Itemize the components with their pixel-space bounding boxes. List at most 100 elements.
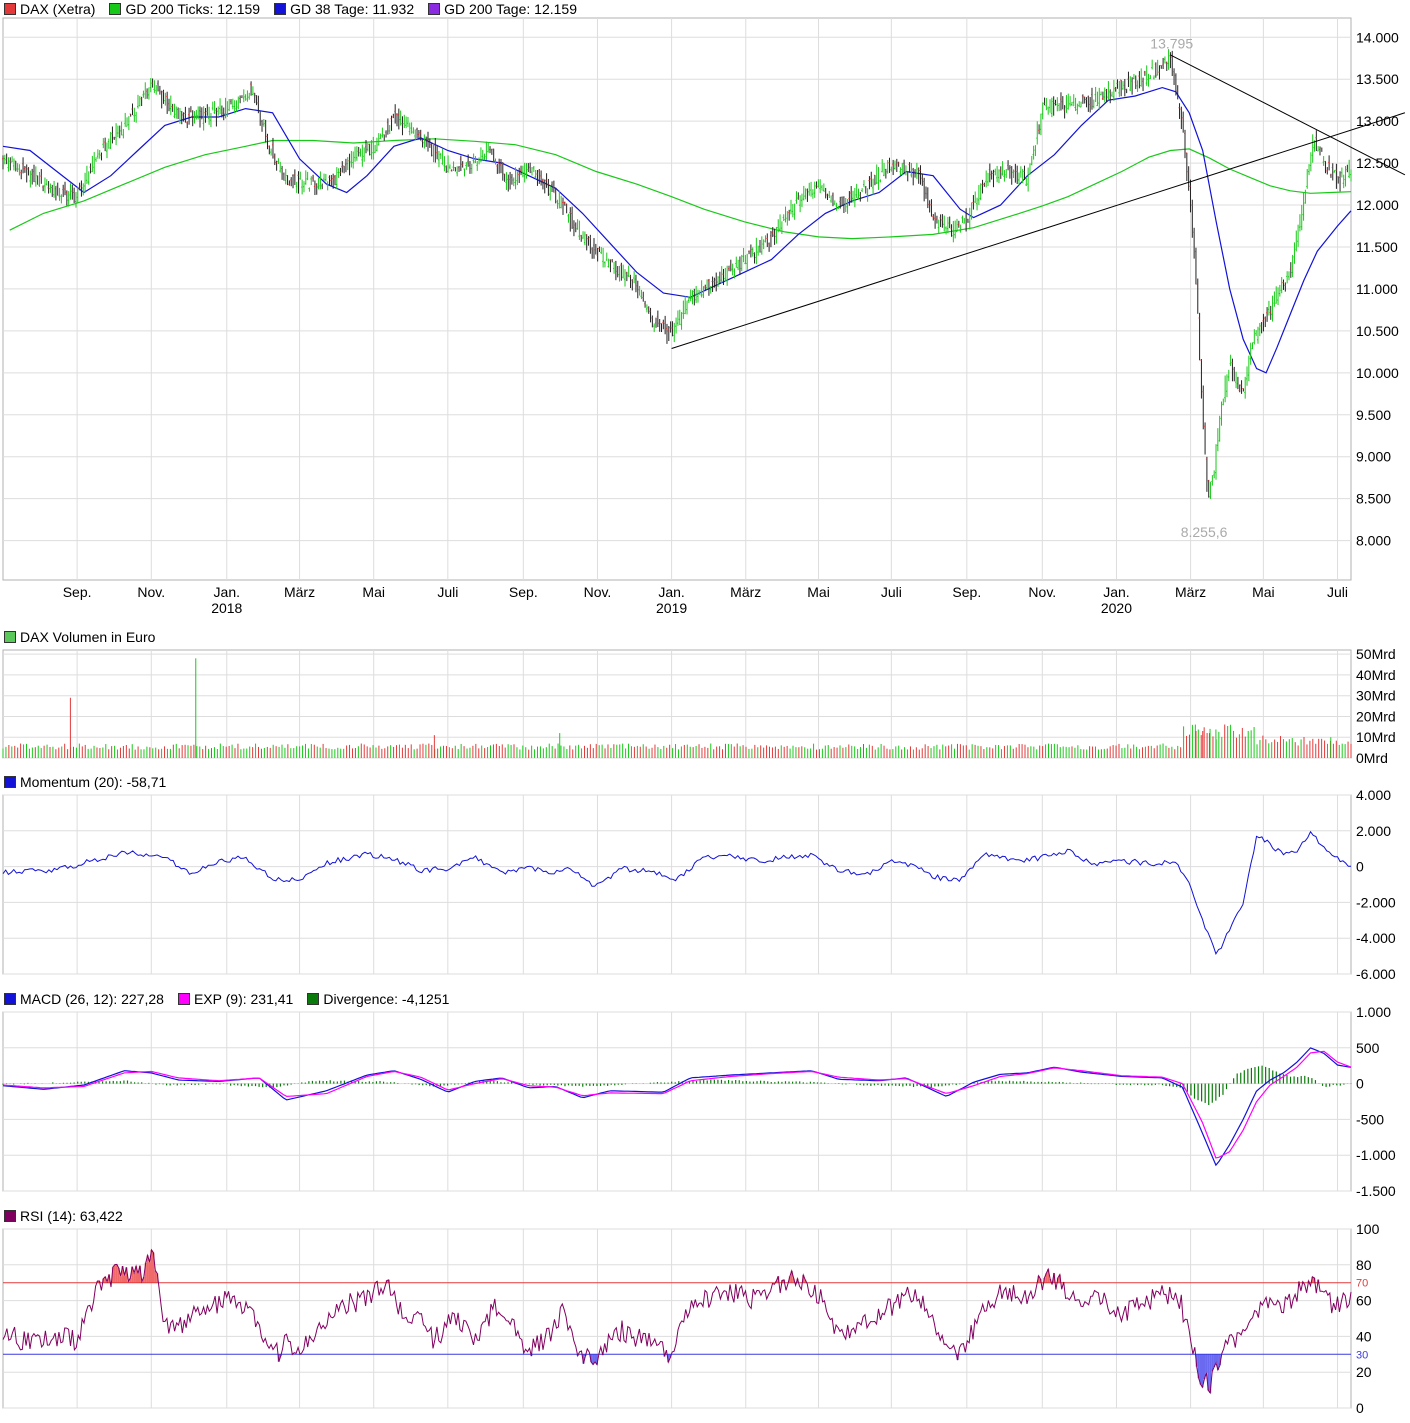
rsi-y-tick-label: 40 xyxy=(1356,1328,1372,1344)
trendline-0 xyxy=(671,112,1406,349)
x-tick-label: Nov. xyxy=(584,584,612,600)
legend-swatch-rsi xyxy=(4,1210,16,1222)
exp-line xyxy=(2,1050,1352,1159)
price-y-tick-label: 9.500 xyxy=(1356,407,1391,423)
volume-y-tick-label: 40Mrd xyxy=(1356,667,1396,683)
x-tick-label: Nov. xyxy=(1028,584,1056,600)
macd-y-tick-label: 1.000 xyxy=(1356,1004,1391,1020)
x-tick-label: Jan. xyxy=(1103,584,1129,600)
legend-label-volume: DAX Volumen in Euro xyxy=(20,629,156,645)
momentum-plot-frame xyxy=(2,794,1352,975)
legend-swatch-gd200-ticks xyxy=(109,3,122,15)
volume-panel: 50Mrd 40Mrd 30Mrd 20Mrd 10Mrd 0Mrd xyxy=(2,646,1396,766)
legend-swatch-gd38 xyxy=(274,3,287,15)
legend-swatch-exp xyxy=(177,993,190,1005)
rsi-y-tick-label: 100 xyxy=(1356,1221,1380,1237)
momentum-y-tick-label: 2.000 xyxy=(1356,823,1391,839)
legend-label-divergence: Divergence: -4,1251 xyxy=(323,991,450,1007)
rsi-y-tick-label: 20 xyxy=(1356,1364,1372,1380)
momentum-line xyxy=(2,830,1351,955)
price-legend: DAX (Xetra) GD 200 Ticks: 12.159 GD 38 T… xyxy=(4,1,577,17)
macd-y-tick-label: 500 xyxy=(1356,1040,1380,1056)
legend-item-gd200-ticks: GD 200 Ticks: 12.159 xyxy=(109,1,260,17)
rsi-line xyxy=(2,1248,1352,1395)
rsi-level-label-30: 30 xyxy=(1356,1349,1368,1361)
legend-swatch-volume xyxy=(4,631,16,643)
x-tick-label: Juli xyxy=(881,584,902,600)
momentum-y-tick-label: -2.000 xyxy=(1356,894,1396,910)
momentum-y-tick-label: -6.000 xyxy=(1356,966,1396,982)
x-tick-label: Mai xyxy=(1252,584,1275,600)
price-plot-frame xyxy=(2,17,1352,581)
legend-label-gd38: GD 38 Tage: 11.932 xyxy=(290,1,415,17)
legend-item-volume: DAX Volumen in Euro xyxy=(4,629,155,645)
rsi-y-tick-label: 60 xyxy=(1356,1293,1372,1309)
price-y-tick-label: 10.500 xyxy=(1356,323,1399,339)
x-tick-label: März xyxy=(284,584,315,600)
price-panel: 14.00013.50013.00012.50012.00011.50011.0… xyxy=(2,17,1406,616)
x-tick-label: Juli xyxy=(1327,584,1348,600)
x-tick-label: Sep. xyxy=(509,584,538,600)
volume-legend: DAX Volumen in Euro xyxy=(4,629,155,645)
rsi-y-tick-label: 0 xyxy=(1356,1400,1364,1416)
rsi-legend: RSI (14): 63,422 xyxy=(4,1208,123,1224)
momentum-y-tick-label: -4.000 xyxy=(1356,930,1396,946)
legend-label-gd200-tage: GD 200 Tage: 12.159 xyxy=(444,1,577,17)
macd-y-tick-label: -1.000 xyxy=(1356,1147,1396,1163)
rsi-y-tick-label: 80 xyxy=(1356,1257,1372,1273)
volume-y-tick-label: 20Mrd xyxy=(1356,708,1396,724)
price-y-tick-label: 10.000 xyxy=(1356,365,1399,381)
price-y-tick-label: 11.500 xyxy=(1356,239,1398,255)
legend-item-divergence: Divergence: -4,1251 xyxy=(307,991,449,1007)
volume-y-tick-label: 30Mrd xyxy=(1356,688,1396,704)
price-y-tick-label: 13.500 xyxy=(1356,71,1399,87)
x-tick-label: Nov. xyxy=(137,584,165,600)
volume-y-tick-label: 10Mrd xyxy=(1356,729,1396,745)
x-tick-label: Sep. xyxy=(952,584,981,600)
macd-y-tick-label: 0 xyxy=(1356,1076,1364,1092)
legend-swatch-gd200-tage xyxy=(428,3,441,15)
price-y-tick-label: 8.000 xyxy=(1356,533,1391,549)
x-tick-label: Sep. xyxy=(63,584,92,600)
legend-label-macd: MACD (26, 12): 227,28 xyxy=(20,991,164,1007)
x-tick-label: März xyxy=(1175,584,1206,600)
x-tick-year-label: 2018 xyxy=(211,600,242,616)
volume-plot-frame xyxy=(2,649,1352,759)
annotation-0: 13.795 xyxy=(1150,35,1193,51)
legend-item-momentum: Momentum (20): -58,71 xyxy=(4,774,166,790)
momentum-panel: 4.000 2.000 0 -2.000 -4.000 -6.000 xyxy=(2,787,1396,982)
rsi-panel: 100 80 60 40 20 0 70 30 xyxy=(2,1221,1380,1416)
legend-swatch-macd xyxy=(4,993,16,1005)
momentum-y-tick-label: 0 xyxy=(1356,859,1364,875)
x-tick-label: Mai xyxy=(362,584,385,600)
price-y-tick-label: 8.500 xyxy=(1356,491,1391,507)
price-y-tick-label: 11.000 xyxy=(1356,281,1398,297)
legend-item-rsi: RSI (14): 63,422 xyxy=(4,1208,123,1224)
price-y-tick-label: 14.000 xyxy=(1356,29,1399,45)
ma-line-1 xyxy=(9,138,1352,240)
legend-label-dax: DAX (Xetra) xyxy=(20,1,96,17)
legend-item-macd: MACD (26, 12): 227,28 xyxy=(4,991,164,1007)
macd-y-tick-label: -1.500 xyxy=(1356,1183,1396,1199)
trendline-1 xyxy=(1170,54,1406,176)
legend-label-exp: EXP (9): 231,41 xyxy=(193,991,294,1007)
x-tick-label: Jan. xyxy=(214,584,240,600)
annotation-1: 8.255,6 xyxy=(1181,524,1228,540)
x-tick-label: Juli xyxy=(437,584,458,600)
legend-item-gd38: GD 38 Tage: 11.932 xyxy=(274,1,414,17)
x-tick-label: Jan. xyxy=(658,584,684,600)
legend-label-momentum: Momentum (20): -58,71 xyxy=(20,774,167,790)
momentum-legend: Momentum (20): -58,71 xyxy=(4,774,166,790)
price-y-tick-label: 12.500 xyxy=(1356,155,1399,171)
x-tick-year-label: 2019 xyxy=(656,600,687,616)
momentum-y-tick-label: 4.000 xyxy=(1356,787,1391,803)
macd-plot-frame xyxy=(2,1011,1352,1192)
legend-swatch-divergence xyxy=(307,993,320,1005)
macd-legend: MACD (26, 12): 227,28 EXP (9): 231,41 Di… xyxy=(4,991,449,1007)
rsi-plot-frame xyxy=(2,1228,1352,1409)
legend-item-gd200-tage: GD 200 Tage: 12.159 xyxy=(428,1,577,17)
rsi-level-label-70: 70 xyxy=(1356,1278,1368,1290)
legend-label-gd200-ticks: GD 200 Ticks: 12.159 xyxy=(125,1,261,17)
legend-item-dax: DAX (Xetra) xyxy=(4,1,95,17)
